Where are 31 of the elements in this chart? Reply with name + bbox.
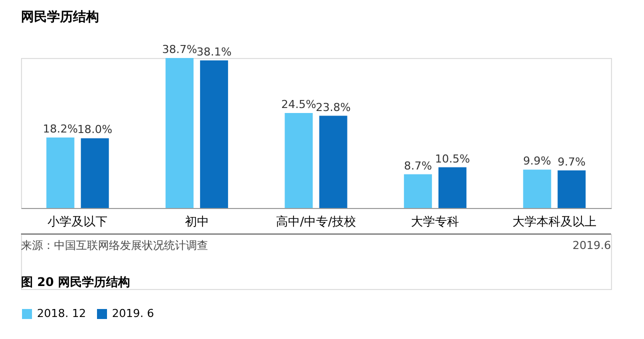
bar	[558, 170, 586, 208]
data-label: 8.7%	[404, 159, 432, 172]
bar	[46, 137, 74, 208]
bar	[284, 113, 313, 208]
data-label: 9.7%	[558, 155, 586, 168]
bar	[166, 58, 194, 208]
data-label: 10.5%	[434, 152, 470, 166]
data-label: 24.5%	[281, 98, 316, 112]
x-tick-label: 小学及以下	[48, 214, 108, 228]
caption: 图 20 网民学历结构	[21, 275, 130, 289]
bar	[319, 116, 348, 208]
bar	[523, 170, 552, 208]
data-label: 23.8%	[316, 100, 351, 114]
data-label: 38.1%	[196, 45, 232, 58]
x-tick-label: 初中	[184, 214, 209, 228]
x-tick-label: 大学本科及以上	[512, 214, 596, 228]
bar	[404, 174, 432, 208]
x-tick-label: 高中/中专/技校	[276, 214, 356, 228]
data-label: 18.2%	[42, 122, 78, 136]
bar	[200, 60, 228, 208]
chart-title: 网民学历结构	[21, 10, 99, 25]
data-label: 18.0%	[77, 123, 112, 136]
text: 2019.6	[572, 239, 611, 252]
bar	[80, 138, 109, 208]
legend-label: 2018. 12	[37, 307, 86, 320]
legend-label: 2019. 6	[112, 307, 154, 320]
data-label: 38.7%	[162, 43, 198, 56]
bar	[438, 167, 466, 208]
data-label: 9.9%	[523, 154, 552, 168]
x-tick-label: 大学专科	[411, 214, 460, 228]
source-note: 来源：中国互联网络发展状况统计调查	[21, 239, 208, 252]
